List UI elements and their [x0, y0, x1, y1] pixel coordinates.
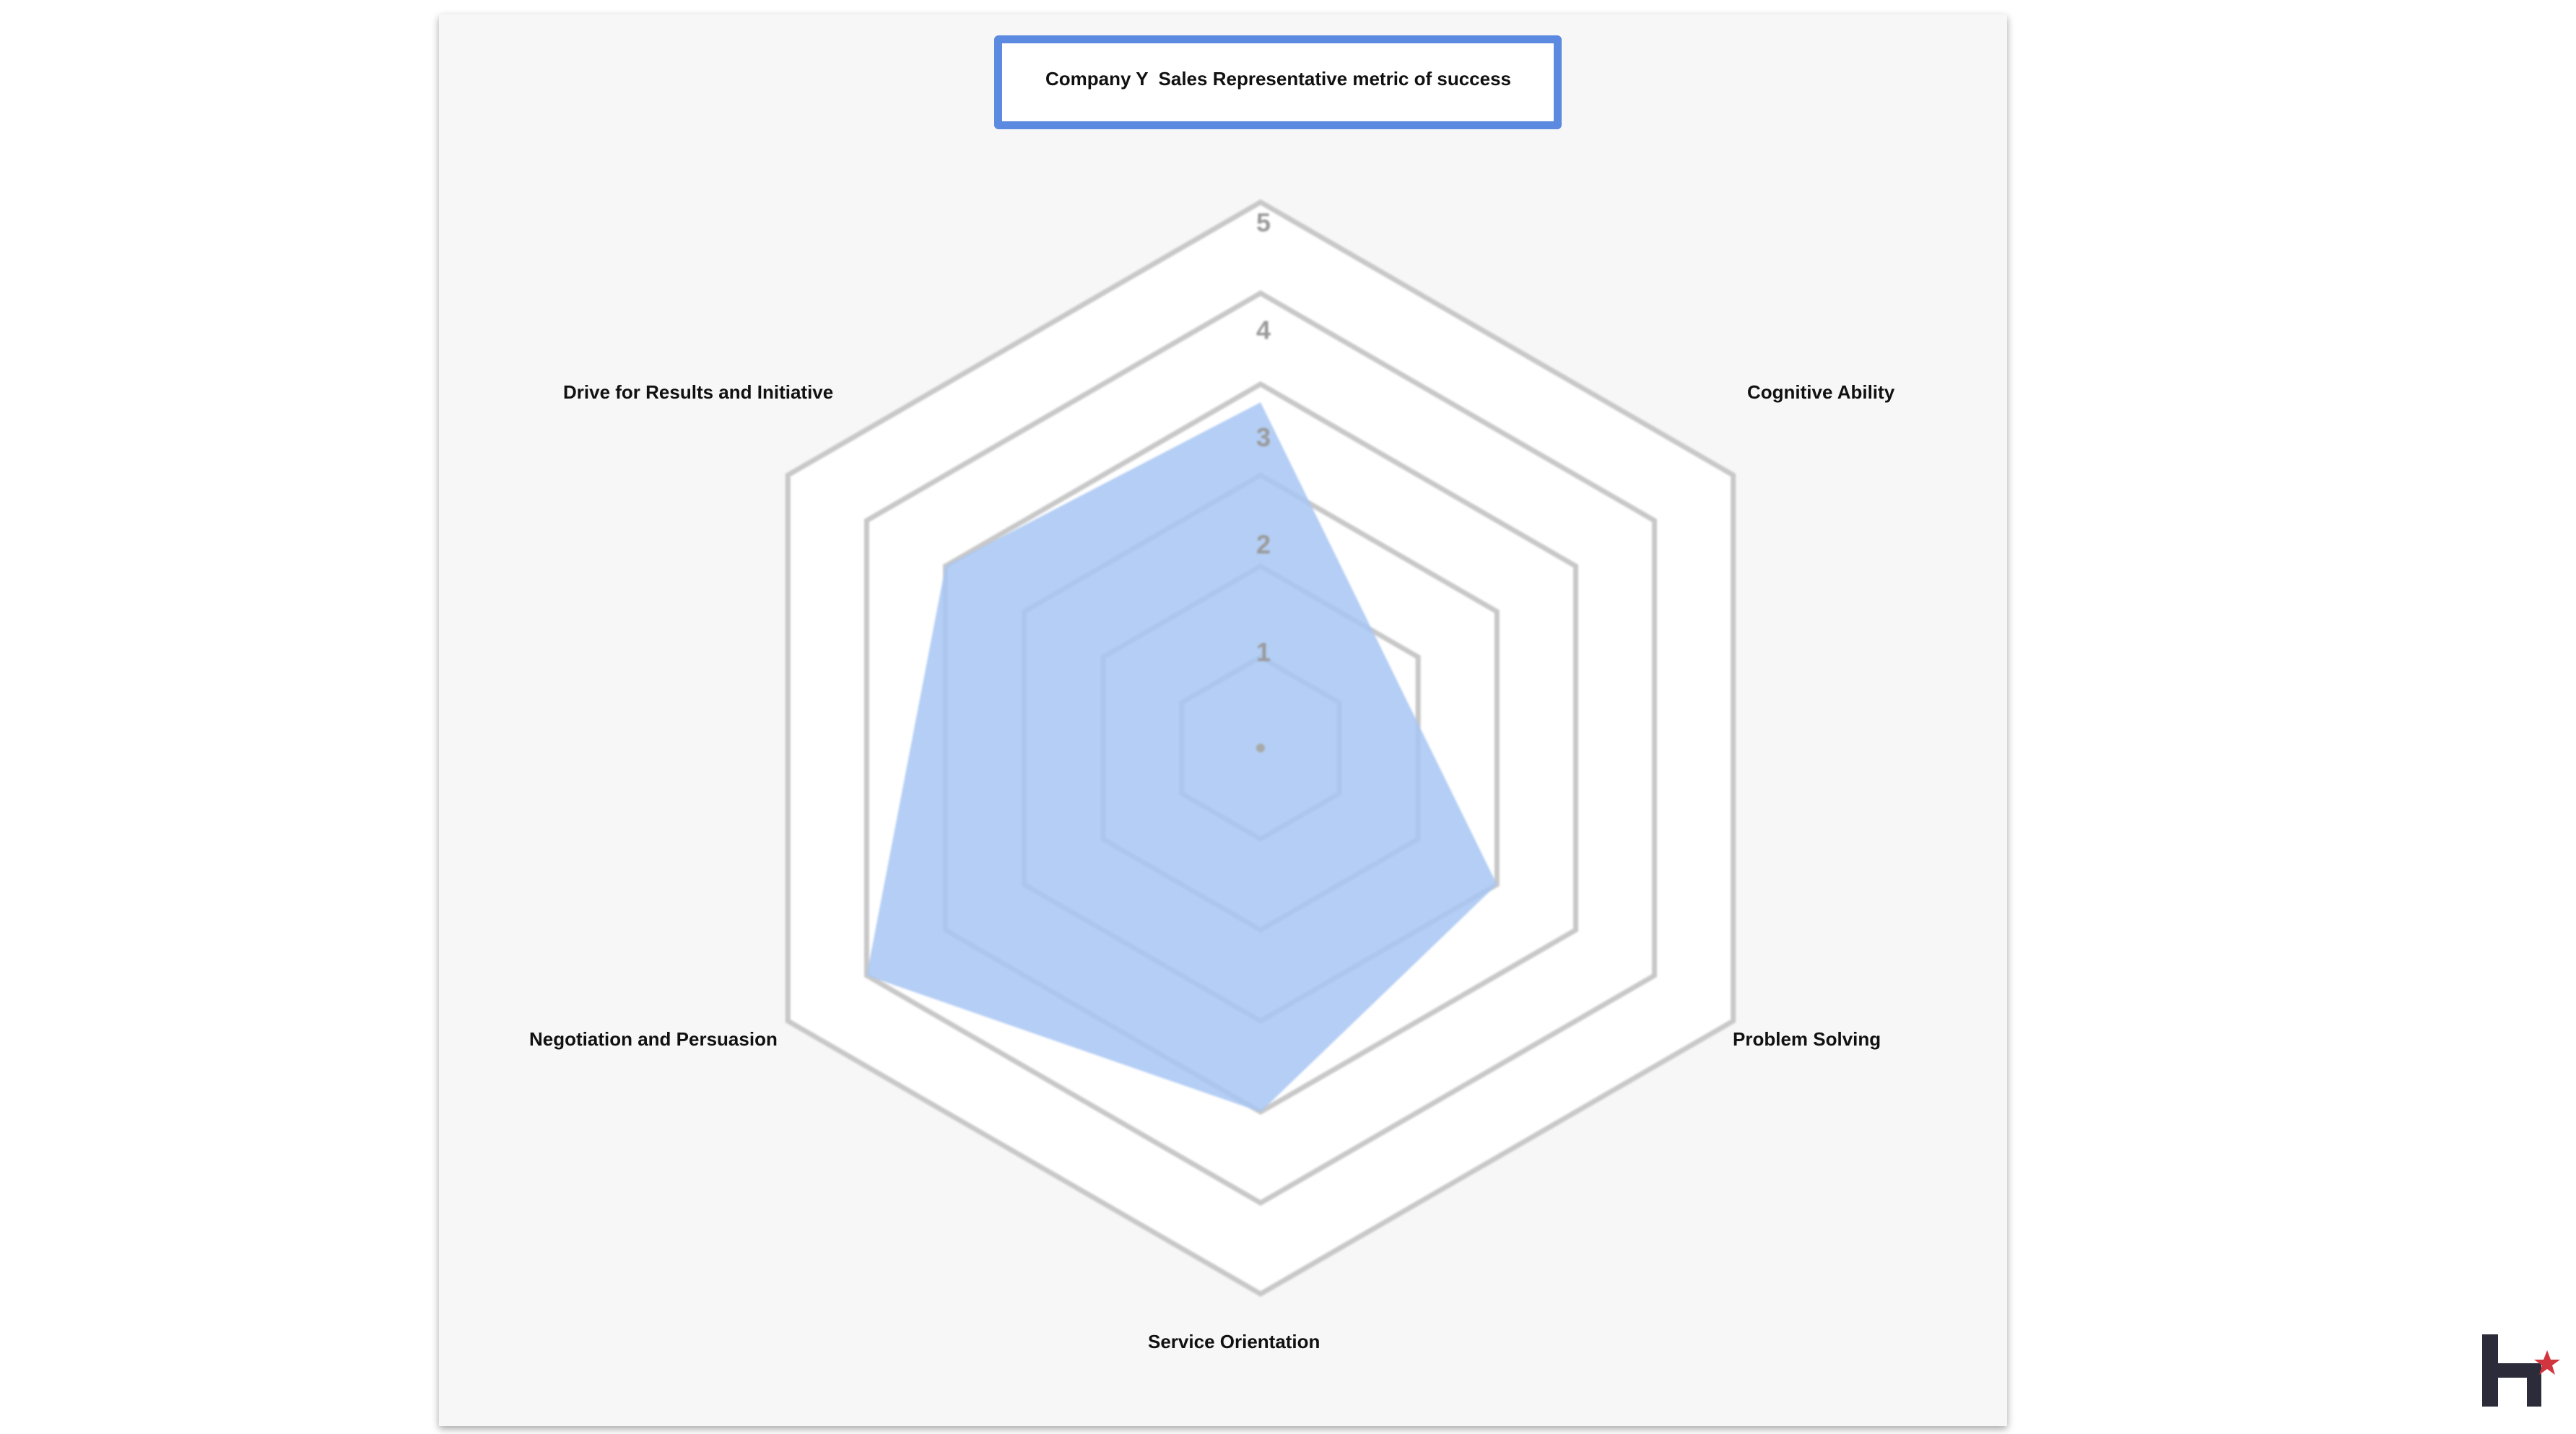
radar-tick-label: 2 [1256, 530, 1271, 560]
axis-label-cognitive-ability: Cognitive Ability [1747, 381, 1895, 403]
axis-label-service-orientation: Service Orientation [1148, 1331, 1320, 1352]
radar-center-dot [1256, 744, 1265, 752]
radar-tick-label: 4 [1256, 315, 1271, 344]
chart-title: Company Y Sales Representative metric of… [1045, 68, 1512, 90]
radar-chart: 1 2 3 4 5 [785, 199, 1736, 1298]
chart-card: 1 2 3 4 5 [439, 14, 2007, 1426]
radar-grid-ring-5 [863, 290, 1658, 1207]
radar-scale-ticks: 1 2 3 4 5 [1256, 208, 1271, 667]
axis-label-problem-solving: Problem Solving [1733, 1028, 1881, 1050]
axis-label-drive-for-results: Drive for Results and Initiative [563, 381, 834, 403]
h-star-logo-icon [2482, 1334, 2560, 1407]
chart-title-frame [994, 35, 1562, 129]
axis-label-negotiation-and-persuasion: Negotiation and Persuasion [529, 1028, 778, 1050]
radar-tick-label: 3 [1256, 422, 1271, 452]
radar-series-area [866, 402, 1497, 1112]
radar-tick-label: 5 [1256, 208, 1271, 238]
radar-tick-label: 1 [1256, 637, 1271, 666]
